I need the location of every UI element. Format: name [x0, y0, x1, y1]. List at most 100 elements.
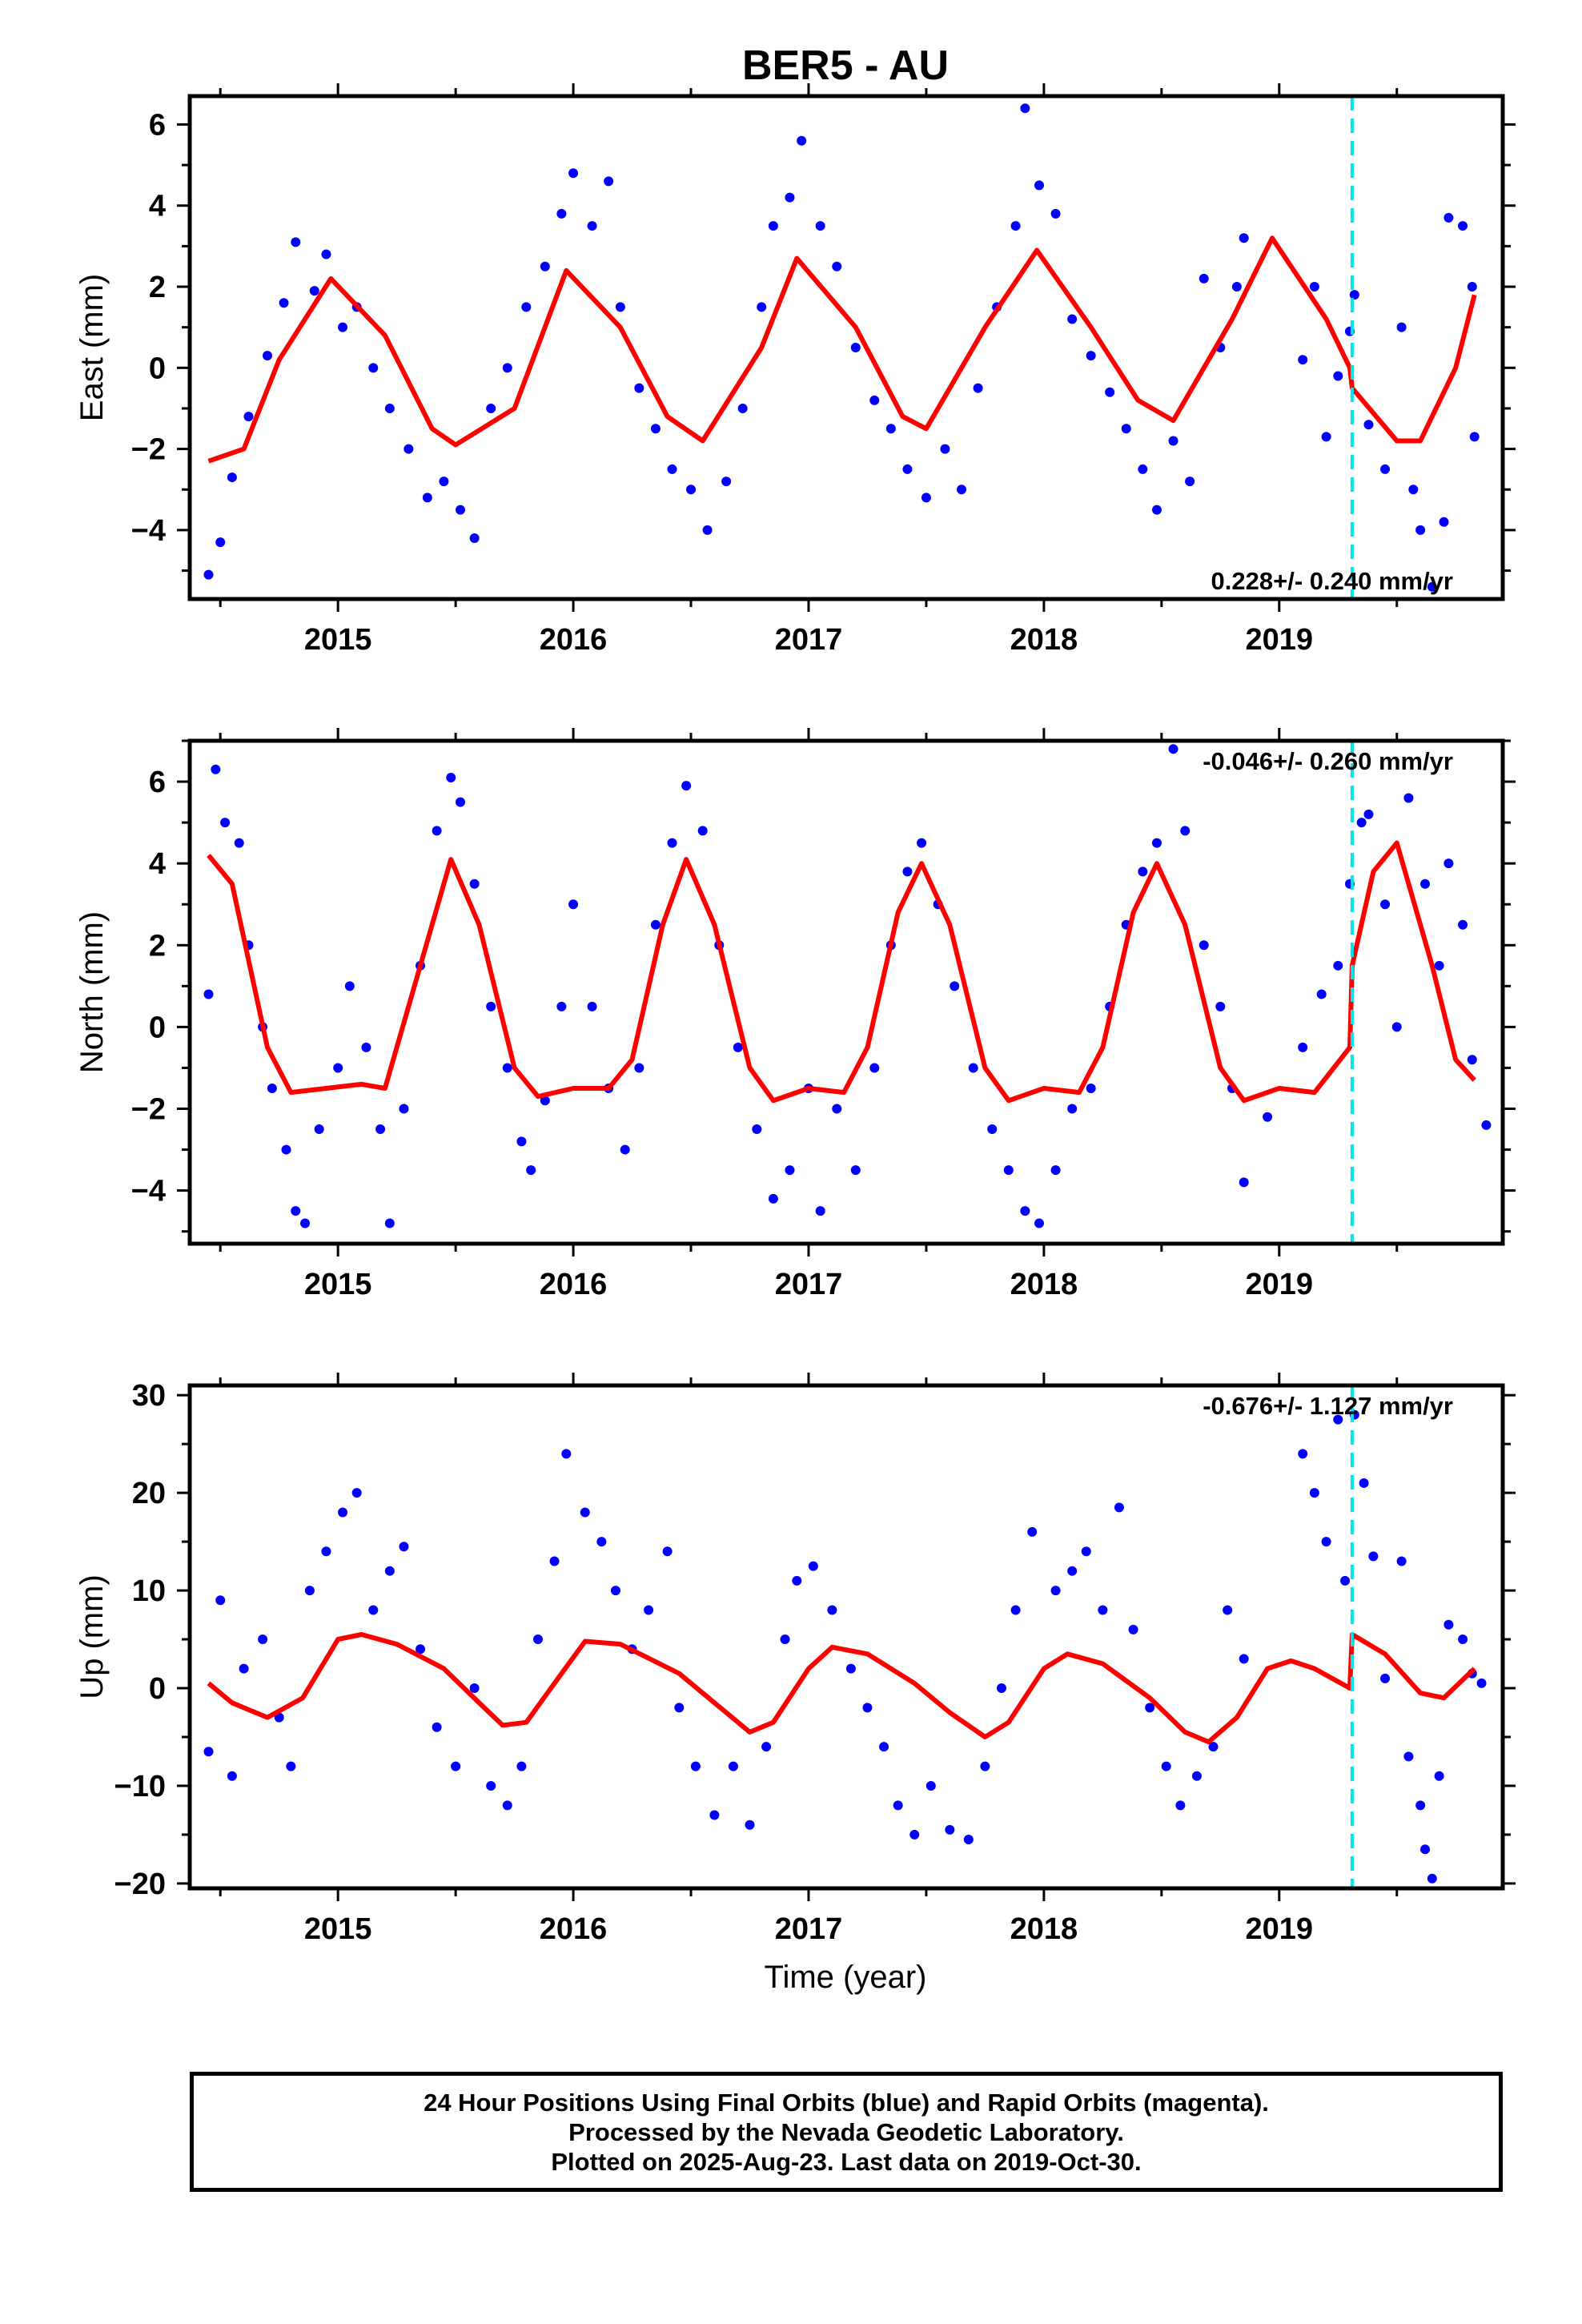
data-point: [926, 1780, 936, 1791]
data-point: [780, 1634, 790, 1645]
fit-line: [207, 840, 1476, 1104]
data-point: [404, 444, 414, 454]
data-point: [587, 1001, 597, 1011]
data-point: [832, 1104, 842, 1114]
data-point: [1034, 1218, 1045, 1228]
data-point: [532, 1634, 543, 1645]
data-point: [1298, 1042, 1308, 1052]
data-point: [1003, 1165, 1014, 1176]
data-point: [752, 1124, 762, 1135]
x-tick-label: 2015: [304, 1912, 372, 1946]
data-point: [234, 838, 244, 848]
data-point: [610, 1586, 620, 1596]
panel-frame: [187, 1383, 1505, 1891]
x-tick-label: 2017: [775, 1912, 843, 1946]
data-point: [587, 221, 597, 231]
y-tick-label: 0: [149, 1672, 166, 1706]
data-point: [702, 525, 713, 535]
scatter-series: [203, 744, 1492, 1228]
data-point: [850, 1165, 861, 1176]
data-point: [1434, 960, 1444, 971]
data-point: [556, 1001, 567, 1011]
data-point: [1185, 476, 1195, 487]
rate-text: -0.046+/- 0.260 mm/yr: [1203, 747, 1453, 775]
y-axis-title: North (mm): [74, 911, 110, 1073]
data-point: [1321, 1537, 1331, 1547]
data-point: [634, 1063, 644, 1073]
data-point: [1467, 1055, 1477, 1065]
panel-up: 2015 2016 2017 2018 2019 −20 −10 0 10 20 30 Up (mm)…: [74, 1373, 1516, 1946]
data-point: [757, 302, 767, 312]
data-point: [1415, 1800, 1426, 1811]
panel-east: 2015 2016 2017 2018 2019 −4 −2 0 2 4 6 East (mm) 0.2…: [74, 83, 1516, 657]
data-point: [1168, 436, 1178, 446]
data-point: [300, 1218, 311, 1228]
data-point: [768, 221, 778, 231]
data-point: [203, 569, 214, 580]
data-point: [502, 1063, 512, 1073]
data-point: [815, 1206, 825, 1216]
data-point: [1067, 1566, 1078, 1576]
data-point: [1380, 1673, 1391, 1683]
y-tick-label: −4: [131, 514, 166, 548]
data-point: [1138, 464, 1148, 474]
data-point: [416, 1644, 426, 1655]
data-point: [917, 838, 927, 848]
data-point: [987, 1124, 998, 1135]
data-point: [615, 302, 625, 312]
data-point: [333, 1063, 343, 1073]
data-point: [267, 1083, 277, 1093]
data-point: [262, 351, 272, 361]
data-point: [667, 464, 677, 474]
data-point: [1010, 221, 1021, 231]
x-tick-label: 2018: [1010, 623, 1078, 657]
data-point: [869, 395, 880, 405]
data-point: [516, 1136, 527, 1147]
data-point: [239, 1663, 249, 1674]
data-point: [368, 363, 379, 373]
data-point: [291, 1206, 301, 1216]
data-point: [634, 383, 644, 393]
data-point: [1359, 1478, 1369, 1488]
data-point: [1086, 351, 1096, 361]
panel-north: 2015 2016 2017 2018 2019 −4 −2 0 2 4 6 North (mm) -0…: [74, 728, 1516, 1301]
data-point: [1333, 371, 1343, 381]
data-point: [667, 838, 677, 848]
data-point: [662, 1546, 673, 1557]
data-point: [1105, 387, 1115, 397]
data-point: [274, 1712, 284, 1723]
data-point: [455, 505, 465, 515]
scatter-series: [203, 103, 1480, 592]
data-point: [243, 412, 254, 422]
data-point: [968, 1063, 978, 1073]
data-point: [845, 1663, 856, 1674]
data-point: [1067, 1104, 1078, 1114]
data-point: [455, 797, 465, 807]
data-point: [1081, 1546, 1091, 1557]
data-point: [945, 1824, 955, 1835]
data-point: [220, 818, 231, 828]
data-point: [227, 472, 237, 483]
data-point: [1363, 809, 1374, 819]
data-point: [963, 1835, 974, 1845]
data-point: [368, 1605, 379, 1615]
data-point: [1298, 355, 1308, 365]
data-point: [1199, 940, 1209, 951]
x-tick-label: 2019: [1246, 1912, 1314, 1946]
data-point: [1239, 1177, 1249, 1188]
data-point: [1114, 1502, 1124, 1513]
y-tick-label: 4: [149, 190, 166, 223]
data-point: [1086, 1083, 1096, 1093]
data-point: [1321, 432, 1331, 442]
y-tick-label: 2: [149, 929, 166, 963]
data-point: [690, 1761, 701, 1771]
data-point: [815, 221, 825, 231]
data-point: [761, 1742, 772, 1752]
data-point: [281, 1144, 291, 1155]
data-point: [1458, 1634, 1468, 1645]
x-tick-label: 2017: [775, 1268, 843, 1301]
data-point: [580, 1507, 590, 1518]
data-point: [1403, 1751, 1414, 1762]
y-tick-label: −2: [131, 433, 166, 467]
